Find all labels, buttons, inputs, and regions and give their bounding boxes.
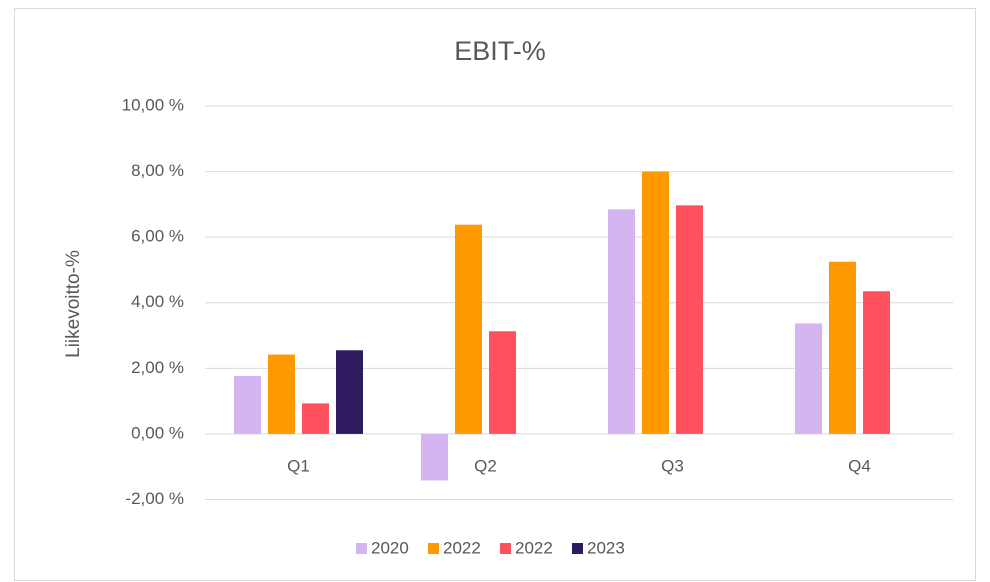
bar	[302, 403, 329, 434]
legend-label: 2022	[443, 538, 481, 557]
bar	[336, 350, 363, 434]
legend-swatch	[500, 543, 511, 554]
bar	[676, 205, 703, 434]
bar	[795, 323, 822, 434]
chart-frame	[14, 8, 976, 581]
bar	[489, 331, 516, 434]
legend-swatch	[428, 543, 439, 554]
y-tick-label: 0,00 %	[131, 423, 184, 442]
legend-label: 2022	[515, 538, 553, 557]
x-tick-label: Q1	[287, 456, 310, 475]
y-tick-label: 4,00 %	[131, 292, 184, 311]
bar	[863, 291, 890, 434]
y-tick-label: 10,00 %	[122, 95, 184, 114]
y-tick-label: 6,00 %	[131, 227, 184, 246]
y-tick-label: 2,00 %	[131, 358, 184, 377]
y-tick-label: 8,00 %	[131, 161, 184, 180]
bar	[642, 171, 669, 434]
legend-swatch	[572, 543, 583, 554]
bar	[455, 224, 482, 434]
bar	[829, 261, 856, 434]
x-tick-label: Q3	[661, 456, 684, 475]
legend-swatch	[356, 543, 367, 554]
legend-label: 2023	[587, 538, 625, 557]
y-axis-label: Liikevoitto-%	[63, 250, 84, 358]
legend-label: 2020	[371, 538, 409, 557]
bar	[268, 354, 295, 434]
x-tick-label: Q4	[848, 456, 871, 475]
y-tick-label: -2,00 %	[125, 489, 184, 508]
x-tick-label: Q2	[474, 456, 497, 475]
chart-title: EBIT-%	[454, 36, 546, 66]
bar	[421, 433, 448, 481]
bar	[234, 375, 261, 434]
bar	[608, 209, 635, 434]
